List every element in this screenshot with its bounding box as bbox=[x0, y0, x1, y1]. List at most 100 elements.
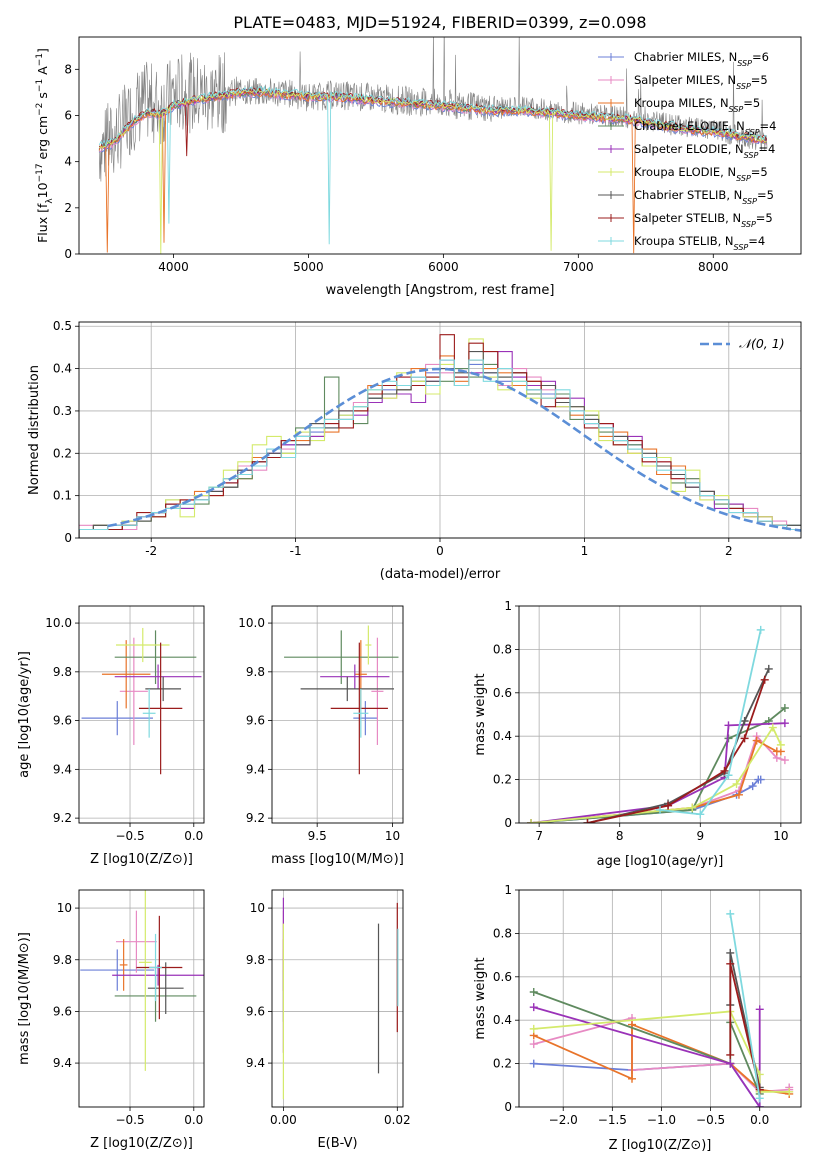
series-marker bbox=[529, 987, 538, 996]
x-tick-label: 0 bbox=[436, 544, 444, 558]
x-tick-label: 5000 bbox=[293, 260, 324, 274]
series-line-8 bbox=[729, 913, 761, 1099]
plot-area bbox=[529, 909, 794, 1107]
series-marker bbox=[732, 779, 741, 788]
y-axis-label: mass [log10(M/M⊙)] bbox=[17, 932, 32, 1065]
series-marker bbox=[720, 766, 729, 775]
y-tick-label: 9.8 bbox=[53, 665, 72, 679]
series-marker bbox=[756, 625, 765, 634]
histogram-8 bbox=[79, 359, 801, 538]
y-tick-label: 0.3 bbox=[53, 404, 72, 418]
y-tick-label: 6 bbox=[64, 108, 72, 122]
series-marker bbox=[768, 723, 777, 732]
legend-entry: Chabrier STELIB, NSSP=5 bbox=[634, 188, 774, 206]
series-line-4 bbox=[533, 1006, 761, 1107]
series-marker bbox=[724, 721, 733, 730]
y-tick-label: 0.1 bbox=[53, 489, 72, 503]
legend-entry: Salpeter STELIB, NSSP=5 bbox=[634, 211, 773, 229]
y-tick-label: 9.2 bbox=[246, 811, 265, 825]
y-axis-label: mass weight bbox=[473, 673, 488, 755]
y-tick-label: 9.4 bbox=[246, 1056, 265, 1070]
x-axis-label: mass [log10(M/M⊙)] bbox=[271, 852, 404, 867]
y-tick-label: 9.6 bbox=[53, 714, 72, 728]
y-tick-label: 9.6 bbox=[53, 1004, 72, 1018]
y-tick-label: 0.8 bbox=[493, 642, 512, 656]
series-marker bbox=[726, 909, 735, 918]
series-marker bbox=[664, 801, 673, 810]
x-tick-label: −0.5 bbox=[115, 1113, 144, 1127]
series-marker bbox=[760, 675, 769, 684]
axes-frame bbox=[518, 889, 802, 1108]
series-marker bbox=[529, 1003, 538, 1012]
plot-area bbox=[284, 625, 399, 775]
y-tick-label: 0.5 bbox=[53, 319, 72, 333]
y-tick-label: 0.4 bbox=[493, 729, 512, 743]
series-marker bbox=[529, 1040, 538, 1049]
x-tick-label: -2 bbox=[145, 544, 157, 558]
y-tick-label: 1 bbox=[504, 599, 512, 613]
x-tick-label: −1.0 bbox=[647, 1113, 676, 1127]
legend-entry: Kroupa ELODIE, NSSP=5 bbox=[634, 165, 768, 183]
x-axis-label: E(B-V) bbox=[317, 1136, 357, 1151]
x-tick-label: 7000 bbox=[563, 260, 594, 274]
y-tick-label: 9.6 bbox=[246, 714, 265, 728]
axes-frame bbox=[271, 889, 404, 1108]
x-tick-label: 4000 bbox=[158, 260, 189, 274]
series-line-2 bbox=[533, 1023, 790, 1095]
series-marker bbox=[726, 959, 735, 968]
panel-mass-vs-EBV: 0.00 0.02 9.4 9.6 9.8 10 E(B-V) bbox=[246, 889, 411, 1151]
panel-massweight-vs-Z: −2.0 −1.5 −1.0 −0.5 0.0 0 0.2 0.4 0.6 0.8 1 Z [log1… bbox=[473, 883, 802, 1153]
x-tick-label: 8 bbox=[616, 829, 624, 843]
series-marker bbox=[776, 740, 785, 749]
plot-area bbox=[527, 625, 789, 823]
x-tick-label: 0.0 bbox=[184, 829, 203, 843]
axes-frame bbox=[78, 605, 205, 824]
series-marker bbox=[726, 1059, 735, 1068]
x-axis-label: (data-model)/error bbox=[380, 567, 501, 582]
panel-spectrum: 4000 5000 6000 7000 8000 0 2 4 6 8 Chabrier MILES,… bbox=[35, 36, 802, 298]
series-marker bbox=[527, 819, 536, 823]
y-tick-label: 0 bbox=[64, 531, 72, 545]
x-tick-label: 9.5 bbox=[308, 829, 327, 843]
y-axis-label: Normed distribution bbox=[27, 365, 42, 495]
x-tick-label: 6000 bbox=[428, 260, 459, 274]
panel-age-vs-mass: 9.5 10 9.2 9.4 9.6 9.8 10.0 mass [log10(M/M⊙)] bbox=[238, 605, 404, 867]
y-axis-label: mass weight bbox=[473, 957, 488, 1039]
series-marker bbox=[583, 819, 592, 823]
observed-spectrum bbox=[98, 37, 768, 182]
model-spectrum-8 bbox=[98, 85, 767, 245]
x-tick-label: 10 bbox=[773, 829, 788, 843]
series-line-7 bbox=[587, 679, 766, 823]
y-tick-label: 0 bbox=[64, 247, 72, 261]
panel-mass-vs-Z: −0.5 0.0 9.4 9.6 9.8 10 Z [log10(Z/Z⊙)] mass [l… bbox=[17, 889, 205, 1151]
panel-age-vs-Z: −0.5 0.0 9.2 9.4 9.6 9.8 10.0 Z [log10(Z/Z⊙)] ag… bbox=[17, 605, 205, 867]
x-axis-label: age [log10(age/yr)] bbox=[597, 854, 724, 869]
x-tick-label: 8000 bbox=[698, 260, 729, 274]
series-line-3 bbox=[533, 991, 761, 1095]
series-marker bbox=[724, 771, 733, 780]
y-tick-label: 9.8 bbox=[246, 953, 265, 967]
series-marker bbox=[696, 810, 705, 819]
series-marker bbox=[740, 717, 749, 726]
plot-area bbox=[81, 627, 202, 775]
x-tick-label: 0.0 bbox=[184, 1113, 203, 1127]
axes-frame bbox=[518, 605, 802, 824]
y-tick-label: 8 bbox=[64, 62, 72, 76]
x-tick-label: 2 bbox=[725, 544, 733, 558]
figure-title: PLATE=0483, MJD=51924, FIBERID=0399, z=0… bbox=[233, 13, 646, 32]
series-marker bbox=[780, 756, 789, 765]
y-tick-label: 4 bbox=[64, 155, 72, 169]
series-marker bbox=[656, 805, 664, 814]
axes-frame bbox=[78, 36, 802, 255]
series-marker bbox=[752, 736, 761, 745]
series-marker bbox=[755, 1103, 764, 1107]
y-tick-label: 1 bbox=[504, 883, 512, 897]
legend-entry: Salpeter MILES, NSSP=5 bbox=[634, 73, 768, 91]
x-axis-label: wavelength [Angstrom, rest frame] bbox=[326, 283, 555, 298]
y-tick-label: 0.2 bbox=[493, 1057, 512, 1071]
y-tick-label: 9.8 bbox=[53, 953, 72, 967]
x-tick-label: 0.0 bbox=[750, 1113, 769, 1127]
panel-residuals: -2 -1 0 1 2 0 0.1 0.2 0.3 0.4 0.5 𝒩(0, 1) (data-mode… bbox=[27, 319, 802, 582]
series-marker bbox=[755, 1094, 764, 1103]
plot-area bbox=[80, 890, 204, 1071]
